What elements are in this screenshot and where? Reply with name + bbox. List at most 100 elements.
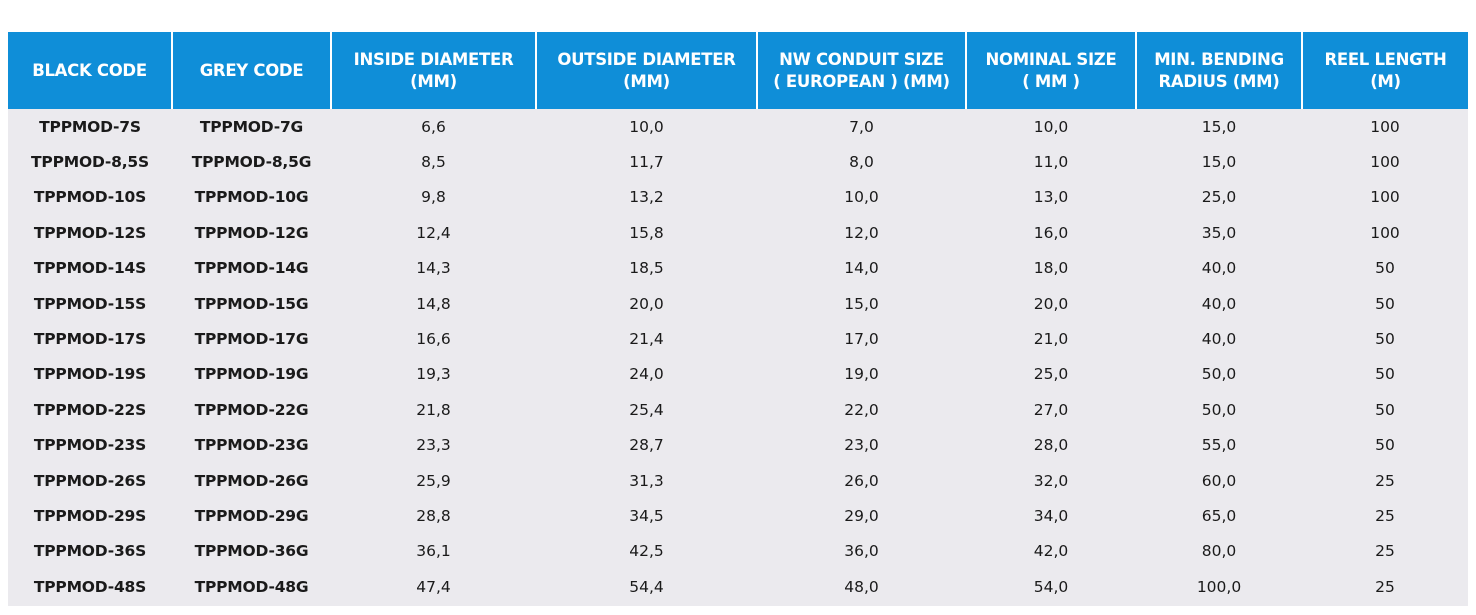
cell-grey-code: TPPMOD-7G — [199, 117, 304, 136]
cell-black-code: TPPMOD-29S — [33, 506, 147, 525]
cell-black-code: TPPMOD-12S — [33, 223, 147, 242]
cell-nominal-size: 10,0 — [1033, 117, 1069, 136]
cell-black-code: TPPMOD-48S — [33, 577, 147, 596]
cell-inside-diameter: 14,3 — [416, 259, 451, 278]
column-header-line: ( EUROPEAN ) (MM) — [773, 71, 950, 91]
table-row: TPPMOD-23S TPPMOD-23G 23,3 28,7 23,0 28,0 55,0… — [8, 428, 1468, 463]
cell-grey-code: TPPMOD-22G — [194, 400, 309, 419]
cell-black-code: TPPMOD-22S — [33, 400, 147, 419]
table-row: TPPMOD-19S TPPMOD-19G 19,3 24,0 19,0 25,0 50,0… — [8, 357, 1468, 392]
column-header-line: NOMINAL SIZE — [985, 49, 1117, 69]
cell-black-code: TPPMOD-19S — [33, 365, 147, 384]
cell-black-code: TPPMOD-26S — [33, 471, 147, 490]
cell-inside-diameter: 12,4 — [416, 223, 451, 242]
cell-reel-length: 100 — [1370, 223, 1400, 242]
cell-min-bending-radius: 50,0 — [1201, 400, 1237, 419]
cell-inside-diameter: 6,6 — [421, 117, 446, 136]
cell-inside-diameter: 21,8 — [416, 400, 451, 419]
cell-grey-code: TPPMOD-26G — [194, 471, 309, 490]
cell-inside-diameter: 47,4 — [416, 577, 451, 596]
column-header-line: RADIUS (MM) — [1158, 71, 1280, 91]
cell-reel-length: 25 — [1375, 577, 1395, 596]
cell-nominal-size: 32,0 — [1033, 471, 1069, 490]
table-row: TPPMOD-22S TPPMOD-22G 21,8 25,4 22,0 27,0 50,0… — [8, 392, 1468, 427]
cell-min-bending-radius: 40,0 — [1201, 294, 1237, 313]
cell-nominal-size: 25,0 — [1033, 365, 1069, 384]
column-header-black-code: BLACK CODE — [8, 32, 172, 109]
cell-black-code: TPPMOD-8,5S — [31, 153, 149, 172]
cell-grey-code: TPPMOD-29G — [194, 506, 309, 525]
cell-nw-conduit-size: 17,0 — [844, 330, 879, 349]
cell-min-bending-radius: 40,0 — [1201, 259, 1237, 278]
cell-min-bending-radius: 40,0 — [1201, 330, 1237, 349]
cell-outside-diameter: 21,4 — [629, 330, 664, 349]
cell-nominal-size: 34,0 — [1033, 506, 1069, 525]
cell-nw-conduit-size: 10,0 — [844, 188, 879, 207]
cell-nw-conduit-size: 12,0 — [844, 223, 879, 242]
cell-reel-length: 25 — [1375, 542, 1395, 561]
column-header-line: (MM) — [623, 71, 670, 91]
cell-nw-conduit-size: 14,0 — [844, 259, 879, 278]
table-row: TPPMOD-15S TPPMOD-15G 14,8 20,0 15,0 20,0 40,0… — [8, 286, 1468, 321]
cell-nominal-size: 42,0 — [1033, 542, 1069, 561]
column-header-line: BLACK CODE — [32, 60, 147, 80]
cell-outside-diameter: 10,0 — [629, 117, 664, 136]
cell-grey-code: TPPMOD-48G — [194, 577, 309, 596]
column-header-grey-code: GREY CODE — [171, 32, 331, 109]
cell-reel-length: 25 — [1375, 471, 1395, 490]
cell-nominal-size: 21,0 — [1033, 330, 1069, 349]
cell-reel-length: 100 — [1370, 153, 1400, 172]
cell-inside-diameter: 9,8 — [421, 188, 446, 207]
cell-inside-diameter: 28,8 — [416, 506, 451, 525]
column-header-line: NW CONDUIT SIZE — [779, 49, 944, 69]
cell-outside-diameter: 54,4 — [629, 577, 664, 596]
cell-nw-conduit-size: 36,0 — [844, 542, 879, 561]
cell-black-code: TPPMOD-14S — [33, 259, 147, 278]
table-row: TPPMOD-17S TPPMOD-17G 16,6 21,4 17,0 21,0 40,0… — [8, 321, 1468, 356]
cell-grey-code: TPPMOD-36G — [194, 542, 309, 561]
cell-nominal-size: 27,0 — [1033, 400, 1069, 419]
cell-inside-diameter: 23,3 — [416, 436, 451, 455]
cell-reel-length: 100 — [1370, 188, 1400, 207]
cell-outside-diameter: 28,7 — [629, 436, 664, 455]
cell-nominal-size: 20,0 — [1033, 294, 1069, 313]
column-header-nw-conduit-size: NW CONDUIT SIZE( EUROPEAN ) (MM) — [756, 32, 966, 109]
column-header-line: INSIDE DIAMETER — [353, 49, 514, 69]
cell-min-bending-radius: 80,0 — [1201, 542, 1237, 561]
cell-nw-conduit-size: 23,0 — [844, 436, 879, 455]
header-row: BLACK CODE GREY CODE INSIDE DIAMETER (MM) OU… — [8, 32, 1468, 109]
cell-black-code: TPPMOD-10S — [33, 188, 147, 207]
column-header-line: ( MM ) — [1022, 71, 1080, 91]
cell-nominal-size: 18,0 — [1033, 259, 1069, 278]
column-header-line: GREY CODE — [199, 60, 304, 80]
spec-table-container: BLACK CODE GREY CODE INSIDE DIAMETER (MM) OU… — [8, 32, 1468, 606]
cell-nominal-size: 16,0 — [1033, 223, 1069, 242]
cell-outside-diameter: 11,7 — [629, 153, 664, 172]
cell-nw-conduit-size: 7,0 — [849, 117, 874, 136]
cell-nw-conduit-size: 19,0 — [844, 365, 879, 384]
cell-grey-code: TPPMOD-8,5G — [191, 153, 312, 172]
cell-grey-code: TPPMOD-14G — [194, 259, 309, 278]
cell-outside-diameter: 42,5 — [629, 542, 664, 561]
column-header-line: MIN. BENDING — [1154, 49, 1284, 69]
cell-nw-conduit-size: 26,0 — [844, 471, 879, 490]
cell-black-code: TPPMOD-36S — [33, 542, 147, 561]
cell-reel-length: 50 — [1375, 365, 1395, 384]
cell-inside-diameter: 16,6 — [416, 330, 451, 349]
cell-nominal-size: 11,0 — [1033, 153, 1069, 172]
cell-outside-diameter: 24,0 — [629, 365, 664, 384]
cell-grey-code: TPPMOD-10G — [194, 188, 309, 207]
cell-min-bending-radius: 15,0 — [1201, 117, 1237, 136]
cell-outside-diameter: 15,8 — [629, 223, 664, 242]
cell-nominal-size: 28,0 — [1033, 436, 1069, 455]
table-row: TPPMOD-12S TPPMOD-12G 12,4 15,8 12,0 16,0 35,0… — [8, 215, 1468, 250]
column-header-line: (MM) — [410, 71, 457, 91]
cell-black-code: TPPMOD-15S — [33, 294, 147, 313]
column-header-outside-diameter: OUTSIDE DIAMETER (MM) — [535, 32, 757, 109]
table-row: TPPMOD-29S TPPMOD-29G 28,8 34,5 29,0 34,0 65,0… — [8, 498, 1468, 533]
cell-min-bending-radius: 65,0 — [1201, 506, 1237, 525]
cell-min-bending-radius: 35,0 — [1201, 223, 1237, 242]
cell-nw-conduit-size: 15,0 — [844, 294, 879, 313]
table-row: TPPMOD-8,5S TPPMOD-8,5G 8,5 11,7 8,0 11,0 15,0… — [8, 144, 1468, 179]
table-header: BLACK CODE GREY CODE INSIDE DIAMETER (MM) OU… — [8, 32, 1468, 109]
